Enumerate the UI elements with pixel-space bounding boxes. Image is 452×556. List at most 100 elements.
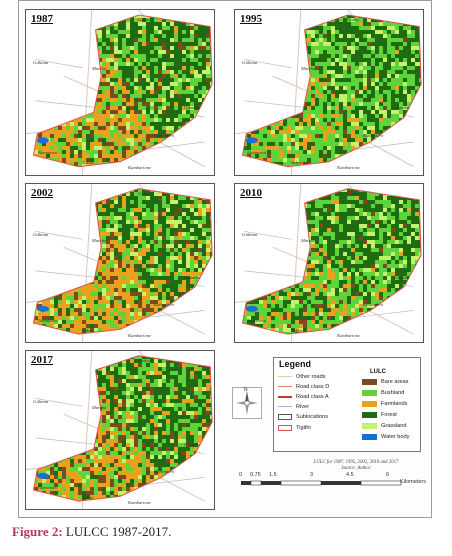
forest-swatch bbox=[362, 411, 377, 418]
legend-item-river: River bbox=[278, 402, 309, 411]
legend-item-water-body: Water body bbox=[362, 432, 409, 441]
boundary-box-icon bbox=[278, 413, 292, 420]
map-panel-2017: 2017 Gatitu Githima Marcha Gitumba Kahen… bbox=[25, 350, 215, 510]
scale-unit-label: Kilometers bbox=[400, 479, 426, 485]
place-label-kahendero: Kahendero bbox=[363, 302, 384, 307]
legend-item-bare-areas: Bare areas bbox=[362, 377, 408, 386]
place-label-githima: Githima bbox=[242, 232, 258, 237]
river-line-icon bbox=[278, 406, 292, 407]
place-label-sukoti: Sukoti bbox=[291, 328, 303, 333]
legend-item-bushland: Bushland bbox=[362, 388, 404, 397]
credit-source: Source: Author bbox=[341, 466, 371, 471]
caption-label: Figure 2: bbox=[12, 524, 63, 539]
place-label-gatitu: Gatitu bbox=[138, 17, 150, 22]
legend-label: Sublocations bbox=[296, 413, 329, 420]
land-cover-map bbox=[26, 351, 213, 509]
place-label-kahendero: Kahendero bbox=[154, 469, 175, 474]
legend-label: Grassland bbox=[381, 422, 407, 429]
map-year-label: 2017 bbox=[31, 354, 53, 366]
place-label-naromoru: Naromoru bbox=[38, 150, 57, 155]
place-label-marcha: Marcha bbox=[92, 66, 107, 71]
land-cover-map bbox=[26, 10, 213, 175]
place-label-kahendero: Kahendero bbox=[154, 133, 175, 138]
place-label-kahendero: Kahendero bbox=[363, 133, 384, 138]
legend-item-sublocations: Sublocations bbox=[278, 412, 328, 421]
place-label-gitumba: Gitumba bbox=[184, 275, 201, 280]
place-label-gatitu: Gatitu bbox=[138, 358, 150, 363]
place-label-sukoti: Sukoti bbox=[82, 495, 94, 500]
legend-item-road-class-d: Road class D bbox=[278, 382, 329, 391]
place-label-kambarione: Kambarione bbox=[128, 500, 151, 505]
sublocation-boundary bbox=[138, 477, 205, 486]
place-label-naromoru: Naromoru bbox=[247, 150, 266, 155]
farmlands-swatch bbox=[362, 400, 377, 407]
water-body-patch bbox=[36, 472, 49, 479]
place-label-marcha: Marcha bbox=[92, 238, 107, 243]
scale-tick-label: 0.75 bbox=[250, 472, 261, 478]
place-label-marcha: Marcha bbox=[301, 238, 316, 243]
legend-label: Road class D bbox=[296, 383, 330, 390]
place-label-marcha: Marcha bbox=[92, 405, 107, 410]
place-label-gatitu: Gatitu bbox=[347, 17, 359, 22]
place-label-kambarione: Kambarione bbox=[337, 333, 360, 338]
place-label-sukoti: Sukoti bbox=[291, 160, 303, 165]
road-line-icon bbox=[278, 376, 292, 377]
place-label-githima: Githima bbox=[33, 399, 49, 404]
water-body-patch bbox=[245, 137, 258, 144]
caption-text: LULCC 1987-2017. bbox=[65, 524, 172, 539]
legend-label: River bbox=[296, 403, 310, 410]
map-legend: Legend LULC Other roads Road class D Roa… bbox=[273, 357, 421, 452]
map-panel-1987: 1987 Gatitu Githima Marcha Gitumba Kahen… bbox=[25, 9, 215, 176]
road-line bbox=[63, 75, 102, 93]
legend-item-forest: Forest bbox=[362, 410, 397, 419]
sublocation-boundary bbox=[244, 59, 292, 69]
legend-lulc-heading: LULC bbox=[370, 369, 386, 375]
sublocation-boundary bbox=[244, 231, 292, 240]
land-cover-map bbox=[26, 184, 213, 342]
place-label-kahendero: Kahendero bbox=[154, 302, 175, 307]
sublocation-boundary bbox=[138, 141, 205, 151]
legend-label: Farmlands bbox=[381, 400, 408, 407]
place-label-kambarione: Kambarione bbox=[337, 165, 360, 170]
sublocation-boundary bbox=[347, 141, 414, 151]
road-line-icon bbox=[278, 386, 292, 387]
place-label-sukoti: Sukoti bbox=[82, 160, 94, 165]
sublocation-boundary bbox=[138, 310, 205, 319]
sublocation-boundary bbox=[35, 59, 83, 69]
boundary-box-icon bbox=[278, 424, 292, 431]
scale-bar-graphic bbox=[241, 480, 402, 486]
map-panel-2002: 2002 Gatitu Githima Marcha Gitumba Kahen… bbox=[25, 183, 215, 343]
place-label-sukoti: Sukoti bbox=[82, 328, 94, 333]
compass-north-label: N bbox=[244, 387, 248, 393]
place-label-naromoru: Naromoru bbox=[38, 485, 57, 490]
map-panel-2010: 2010 Gatitu Githima Marcha Gitumba Kahen… bbox=[234, 183, 424, 343]
place-label-gitumba: Gitumba bbox=[393, 275, 410, 280]
figure-caption: Figure 2: LULCC 1987-2017. bbox=[12, 524, 171, 540]
place-label-naromoru: Naromoru bbox=[247, 318, 266, 323]
place-label-kambarione: Kambarione bbox=[128, 333, 151, 338]
land-cover-map bbox=[235, 10, 422, 175]
place-label-gitumba: Gitumba bbox=[184, 442, 201, 447]
water-body-patch bbox=[36, 305, 49, 312]
map-panel-1995: 1995 Gatitu Githima Marcha Gitumba Kahen… bbox=[234, 9, 424, 176]
map-year-label: 1987 bbox=[31, 13, 53, 25]
credit-title: LULC for 1987, 1995, 2002, 2010 and 2017 bbox=[313, 460, 399, 465]
legend-item-road-class-a: Road class A bbox=[278, 392, 329, 401]
place-label-gatitu: Gatitu bbox=[347, 191, 359, 196]
place-label-marcha: Marcha bbox=[301, 66, 316, 71]
bushland-swatch bbox=[362, 389, 377, 396]
map-year-label: 2002 bbox=[31, 187, 53, 199]
tigithi-boundary bbox=[32, 355, 213, 502]
land-cover-map bbox=[235, 184, 422, 342]
map-year-label: 1995 bbox=[240, 13, 262, 25]
legend-item-grassland: Grassland bbox=[362, 421, 407, 430]
legend-label: Tigithi bbox=[296, 424, 311, 431]
legend-item-other-roads: Other roads bbox=[278, 372, 326, 381]
map-credit: LULC for 1987, 1995, 2002, 2010 and 2017… bbox=[308, 460, 404, 472]
scale-tick-label: 4.5 bbox=[346, 472, 354, 478]
road-line-icon bbox=[278, 395, 292, 398]
water-body-swatch bbox=[362, 433, 377, 440]
place-label-gatitu: Gatitu bbox=[138, 191, 150, 196]
compass-rose-icon: N bbox=[232, 387, 262, 419]
scale-tick-label: 6 bbox=[386, 472, 390, 478]
